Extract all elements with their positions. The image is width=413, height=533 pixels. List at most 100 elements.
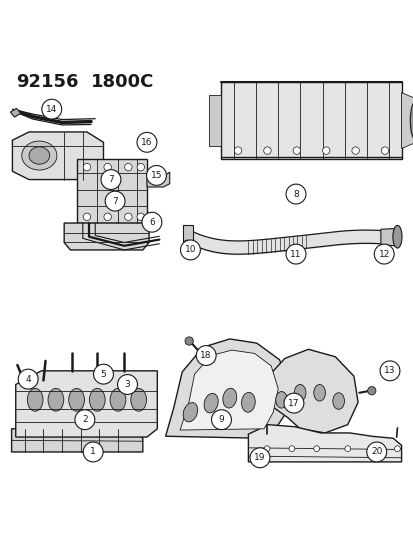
Circle shape (234, 147, 241, 155)
Polygon shape (165, 339, 289, 438)
Circle shape (75, 410, 95, 430)
Circle shape (185, 337, 193, 345)
Circle shape (394, 446, 399, 451)
Text: 7: 7 (112, 197, 118, 206)
Text: 19: 19 (254, 453, 265, 462)
Ellipse shape (29, 147, 50, 164)
Polygon shape (76, 159, 147, 223)
Circle shape (104, 213, 111, 221)
Polygon shape (147, 172, 169, 187)
Circle shape (137, 164, 144, 171)
Polygon shape (248, 425, 401, 462)
Text: 10: 10 (184, 245, 196, 254)
Circle shape (42, 99, 62, 119)
Circle shape (137, 213, 144, 221)
Ellipse shape (332, 393, 344, 409)
Polygon shape (12, 429, 142, 452)
Circle shape (142, 212, 161, 232)
Ellipse shape (27, 389, 43, 411)
Circle shape (211, 410, 231, 430)
Text: 9: 9 (218, 415, 224, 424)
Circle shape (292, 147, 300, 155)
Circle shape (285, 184, 305, 204)
Polygon shape (221, 82, 401, 159)
Text: 2: 2 (82, 415, 88, 424)
Text: 15: 15 (150, 171, 162, 180)
Circle shape (322, 147, 329, 155)
Circle shape (288, 446, 294, 451)
Text: 7: 7 (108, 175, 114, 184)
Circle shape (180, 240, 200, 260)
Circle shape (283, 393, 303, 413)
Polygon shape (401, 93, 413, 149)
Circle shape (366, 442, 386, 462)
Circle shape (249, 448, 269, 467)
Ellipse shape (392, 225, 401, 248)
Ellipse shape (89, 389, 105, 411)
Circle shape (101, 169, 121, 190)
Circle shape (18, 369, 38, 389)
Circle shape (351, 147, 358, 155)
Circle shape (104, 164, 111, 171)
Circle shape (117, 375, 137, 394)
Ellipse shape (48, 389, 64, 411)
Circle shape (373, 244, 393, 264)
Circle shape (124, 164, 132, 171)
Text: 4: 4 (25, 375, 31, 384)
Text: 13: 13 (383, 366, 395, 375)
Circle shape (344, 446, 350, 451)
Ellipse shape (110, 389, 126, 411)
Ellipse shape (69, 389, 84, 411)
Circle shape (83, 442, 103, 462)
Ellipse shape (183, 402, 197, 422)
Polygon shape (262, 349, 357, 433)
Polygon shape (380, 229, 396, 246)
Ellipse shape (131, 389, 146, 411)
Circle shape (83, 164, 90, 171)
Text: 8: 8 (292, 190, 298, 199)
Text: 92156: 92156 (17, 72, 79, 91)
Text: 18: 18 (200, 351, 211, 360)
Text: 11: 11 (290, 249, 301, 259)
Polygon shape (64, 223, 149, 250)
Circle shape (146, 165, 166, 185)
Circle shape (285, 244, 305, 264)
Polygon shape (183, 225, 192, 241)
Ellipse shape (409, 101, 413, 140)
Text: 16: 16 (141, 138, 152, 147)
Text: 14: 14 (46, 104, 57, 114)
Polygon shape (12, 132, 103, 180)
Circle shape (377, 446, 383, 451)
Circle shape (183, 240, 190, 247)
Polygon shape (209, 95, 221, 147)
Circle shape (137, 132, 157, 152)
Text: 17: 17 (287, 399, 299, 408)
Circle shape (263, 446, 269, 451)
Circle shape (196, 345, 216, 366)
Polygon shape (10, 108, 21, 117)
Ellipse shape (204, 393, 218, 413)
Text: 12: 12 (377, 249, 389, 259)
Ellipse shape (313, 384, 325, 401)
Circle shape (367, 386, 375, 395)
Ellipse shape (222, 389, 236, 408)
Ellipse shape (294, 384, 305, 401)
Text: 5: 5 (100, 370, 106, 378)
Circle shape (313, 446, 319, 451)
Circle shape (380, 147, 388, 155)
Ellipse shape (241, 392, 255, 412)
Circle shape (83, 213, 90, 221)
Circle shape (105, 191, 125, 211)
Circle shape (263, 147, 271, 155)
Text: 3: 3 (124, 380, 130, 389)
Polygon shape (16, 371, 157, 437)
Circle shape (187, 244, 195, 252)
Polygon shape (180, 350, 278, 430)
Text: 1800C: 1800C (91, 72, 154, 91)
Circle shape (124, 213, 132, 221)
Circle shape (93, 364, 113, 384)
Ellipse shape (275, 392, 287, 408)
Text: 6: 6 (149, 217, 154, 227)
Text: 1: 1 (90, 448, 96, 456)
Circle shape (379, 361, 399, 381)
